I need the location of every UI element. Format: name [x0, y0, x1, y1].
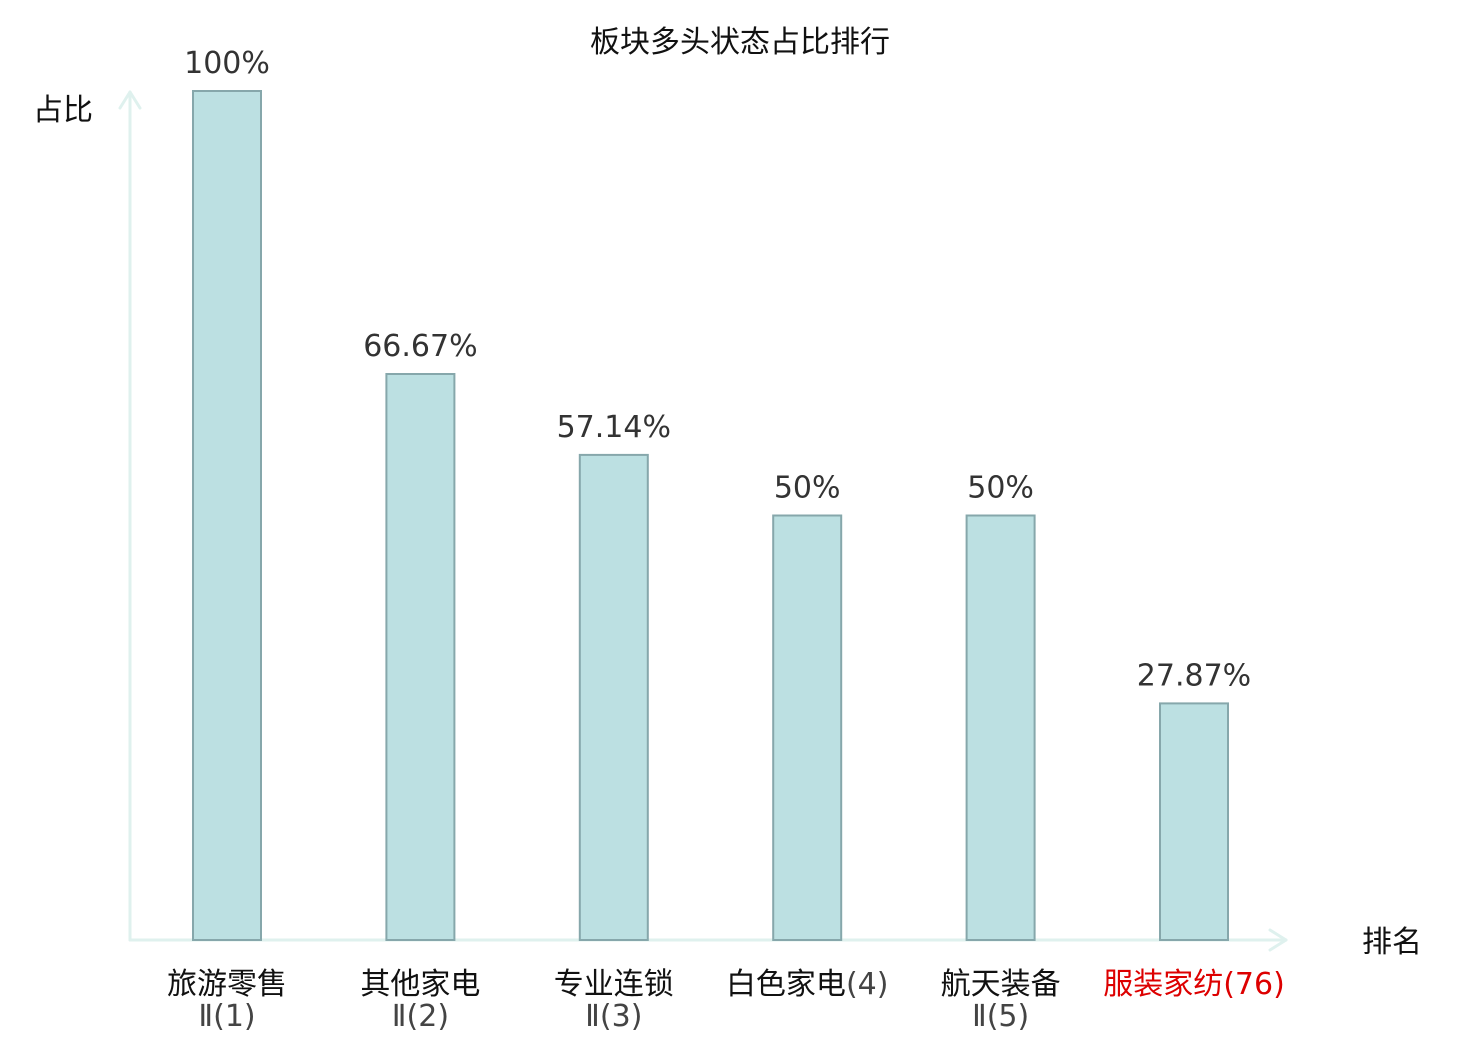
bar-value-label: 50%: [774, 471, 841, 506]
category-name: 航天装备: [941, 967, 1061, 1002]
category-label: 专业连锁: [554, 967, 674, 1002]
category-sub-label: Ⅱ(2): [392, 999, 449, 1034]
y-axis-arrow: [118, 90, 142, 110]
bar-value-label: 100%: [184, 46, 270, 81]
category-label: 航天装备: [941, 967, 1061, 1002]
category-name: 白色家电: [726, 967, 846, 1002]
category-label: 旅游零售: [167, 967, 287, 1002]
bar-value-label: 27.87%: [1137, 658, 1251, 693]
bar: [385, 373, 456, 941]
category-label: 服装家纺(76): [1103, 967, 1285, 1002]
category-rank: (76): [1223, 967, 1285, 1002]
category-label: 白色家电(4): [726, 967, 889, 1002]
category-name: 其他家电: [360, 967, 480, 1002]
axes: [118, 90, 1288, 952]
chart-title: 板块多头状态占比排行: [590, 25, 890, 60]
category-label: 其他家电: [360, 967, 480, 1002]
category-sub-label: Ⅱ(1): [198, 999, 255, 1034]
y-axis-label: 占比: [33, 93, 93, 128]
bar-value-label: 66.67%: [363, 329, 477, 364]
category-sub-label: Ⅱ(5): [972, 999, 1029, 1034]
bar: [192, 90, 262, 941]
category-sub-label: Ⅱ(3): [585, 999, 642, 1034]
bar-value-label: 57.14%: [557, 410, 671, 445]
category-name: 专业连锁: [554, 967, 674, 1002]
category-rank: (4): [846, 967, 889, 1002]
bar: [578, 453, 649, 941]
bar: [1159, 702, 1229, 942]
x-axis-label: 排名: [1362, 925, 1422, 960]
bars-group: [192, 90, 1229, 942]
category-name: 服装家纺: [1103, 967, 1223, 1002]
bar: [965, 514, 1036, 941]
bar-value-label: 50%: [967, 471, 1034, 506]
bar: [772, 514, 843, 941]
x-axis-arrow: [1268, 928, 1288, 952]
value-labels-group: 100% 66.67% 57.14% 50% 50% 27.87%: [184, 46, 1251, 693]
category-name: 旅游零售: [167, 967, 287, 1002]
